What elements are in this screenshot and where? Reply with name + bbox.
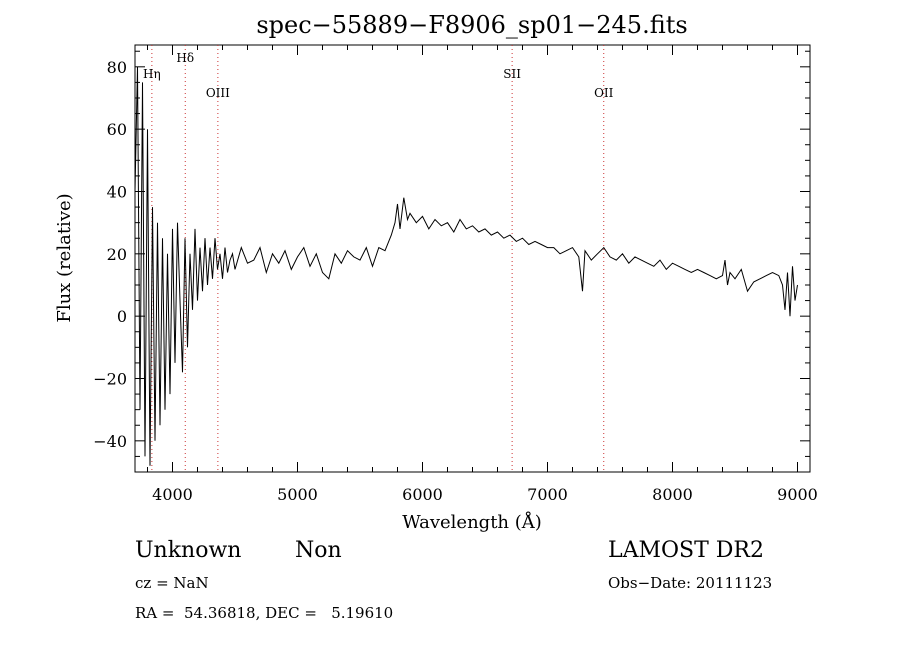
subclass-label: Non (295, 538, 342, 563)
y-tick-label: 20 (107, 245, 127, 264)
obs-date-text: Obs−Date: 20111123 (608, 574, 773, 592)
axis-tick-labels: 4000 5000 6000 7000 8000 9000 −40 −20 0 20 40 60 80 (93, 58, 818, 504)
axis-ticks (135, 45, 810, 473)
y-tick-label: 40 (107, 182, 127, 201)
y-tick-label: −20 (93, 369, 127, 388)
emission-line-label: OIII (206, 86, 230, 100)
emission-line-label: OII (594, 86, 614, 100)
emission-line-label: Hη (143, 67, 161, 81)
x-tick-label: 8000 (652, 485, 693, 504)
spectrum-line (134, 66, 798, 466)
emission-line-label: Hδ (176, 51, 194, 65)
x-tick-label: 4000 (152, 485, 193, 504)
coords-text: RA = 54.36818, DEC = 5.19610 (135, 604, 394, 622)
x-axis-label: Wavelength (Å) (402, 511, 542, 533)
x-tick-label: 5000 (277, 485, 318, 504)
emission-line-label: SII (503, 67, 521, 81)
class-label: Unknown (135, 538, 242, 563)
survey-label: LAMOST DR2 (608, 538, 764, 563)
y-tick-label: 0 (117, 307, 127, 326)
y-tick-label: 60 (107, 120, 127, 139)
y-tick-label: 80 (107, 58, 127, 77)
y-tick-label: −40 (93, 432, 127, 451)
plot-frame (134, 44, 811, 473)
y-axis-label: Flux (relative) (54, 193, 75, 322)
emission-line-markers: Hη Hδ OIII SII OII (143, 45, 614, 472)
x-tick-label: 6000 (402, 485, 443, 504)
chart-title: spec−55889−F8906_sp01−245.fits (256, 11, 687, 39)
cz-text: cz = NaN (135, 574, 209, 592)
x-tick-label: 9000 (777, 485, 818, 504)
x-tick-label: 7000 (527, 485, 568, 504)
